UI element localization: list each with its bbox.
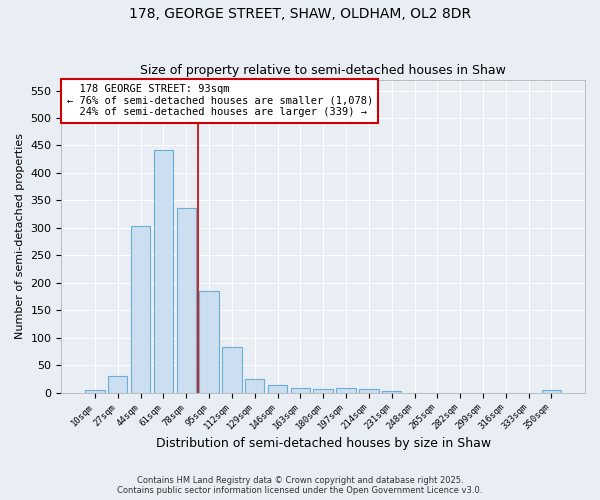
Text: 178, GEORGE STREET, SHAW, OLDHAM, OL2 8DR: 178, GEORGE STREET, SHAW, OLDHAM, OL2 8D… [129,8,471,22]
Bar [359,390,379,392]
Bar [313,390,333,392]
Bar [245,379,265,392]
Bar [268,386,287,392]
Bar [176,208,196,392]
Y-axis label: Number of semi-detached properties: Number of semi-detached properties [15,133,25,339]
Text: Contains HM Land Registry data © Crown copyright and database right 2025.
Contai: Contains HM Land Registry data © Crown c… [118,476,482,495]
Bar [199,291,219,392]
X-axis label: Distribution of semi-detached houses by size in Shaw: Distribution of semi-detached houses by … [155,437,491,450]
Bar [85,390,104,392]
Bar [222,347,242,393]
Bar [131,226,150,392]
Text: 178 GEORGE STREET: 93sqm
← 76% of semi-detached houses are smaller (1,078)
  24%: 178 GEORGE STREET: 93sqm ← 76% of semi-d… [67,84,373,117]
Bar [290,388,310,392]
Bar [154,150,173,392]
Bar [108,376,127,392]
Bar [337,388,356,392]
Bar [542,390,561,392]
Title: Size of property relative to semi-detached houses in Shaw: Size of property relative to semi-detach… [140,64,506,77]
Bar [382,391,401,392]
